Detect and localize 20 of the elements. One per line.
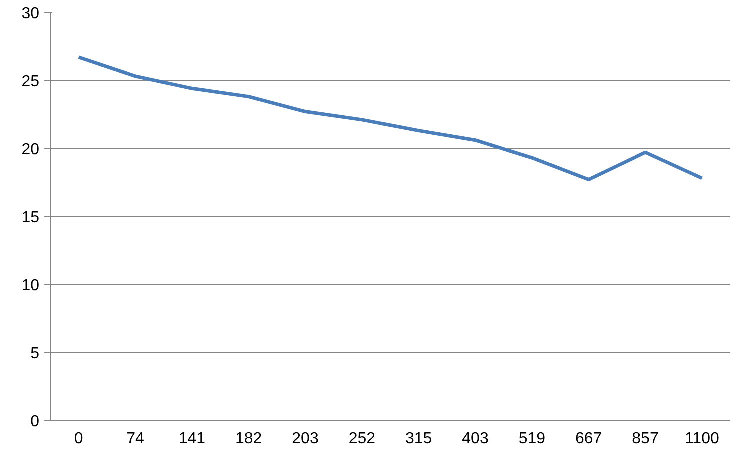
y-tick-label: 0 (30, 414, 40, 430)
x-tick-label: 403 (462, 430, 489, 448)
x-tick-label: 519 (518, 430, 546, 448)
x-tick-label: 0 (74, 430, 84, 448)
x-tick-label: 667 (575, 430, 602, 448)
y-tick-label: 25 (22, 74, 40, 90)
x-tick-label: 74 (126, 430, 144, 448)
line-series (77, 56, 704, 182)
x-tick-label: 857 (632, 430, 659, 448)
y-tick-label: 5 (30, 346, 40, 362)
y-tick-label: 10 (22, 278, 40, 294)
x-tick-label: 1100 (684, 430, 720, 448)
x-tick-label: 315 (405, 430, 432, 448)
y-tick-label: 30 (22, 6, 40, 22)
x-tick-label: 141 (178, 430, 206, 448)
x-tick-label: 182 (235, 430, 262, 448)
y-tick-label: 15 (22, 210, 40, 226)
x-tick-label: 203 (292, 430, 319, 448)
y-tick-label: 20 (22, 142, 40, 158)
x-tick-label: 252 (348, 430, 376, 448)
